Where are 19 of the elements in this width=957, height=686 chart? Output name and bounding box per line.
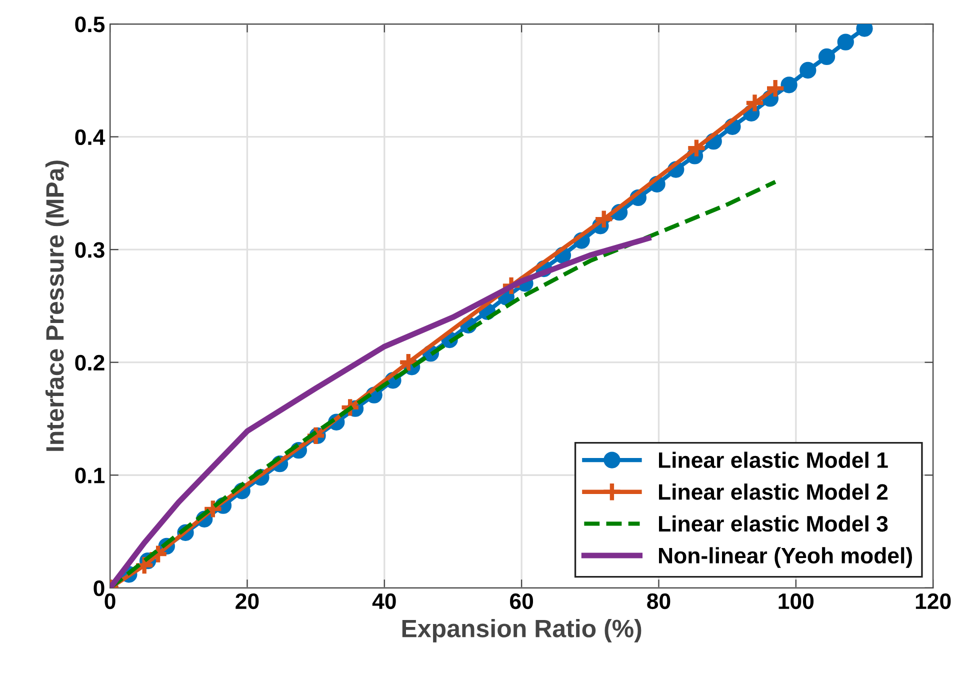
y-tick-label: 0 xyxy=(94,580,104,596)
y-tick-label: 0.5 xyxy=(75,16,105,32)
x-tick-label: 120 xyxy=(916,593,951,610)
x-tick-label: 40 xyxy=(372,593,396,610)
y-tick-label: 0.2 xyxy=(75,354,104,371)
legend-label: Linear elastic Model 2 xyxy=(658,484,888,500)
x-tick-label: 100 xyxy=(778,593,814,610)
y-tick-label: 0.3 xyxy=(75,242,104,258)
y-axis-title: Interface Pressure (MPa) xyxy=(45,160,69,451)
legend-label: Linear elastic Model 3 xyxy=(658,515,888,532)
x-axis-title: Expansion Ratio (%) xyxy=(402,619,642,642)
x-tick-label: 20 xyxy=(236,593,259,610)
x-tick-label: 0 xyxy=(104,593,116,610)
legend-label: Non-linear (Yeoh model) xyxy=(658,547,912,568)
y-tick-label: 0.1 xyxy=(75,468,105,484)
x-tick-label: 60 xyxy=(510,593,534,610)
x-tick-label: 80 xyxy=(647,593,670,610)
y-tick-label: 0.4 xyxy=(75,129,106,146)
legend-label: Linear elastic Model 1 xyxy=(658,452,888,468)
